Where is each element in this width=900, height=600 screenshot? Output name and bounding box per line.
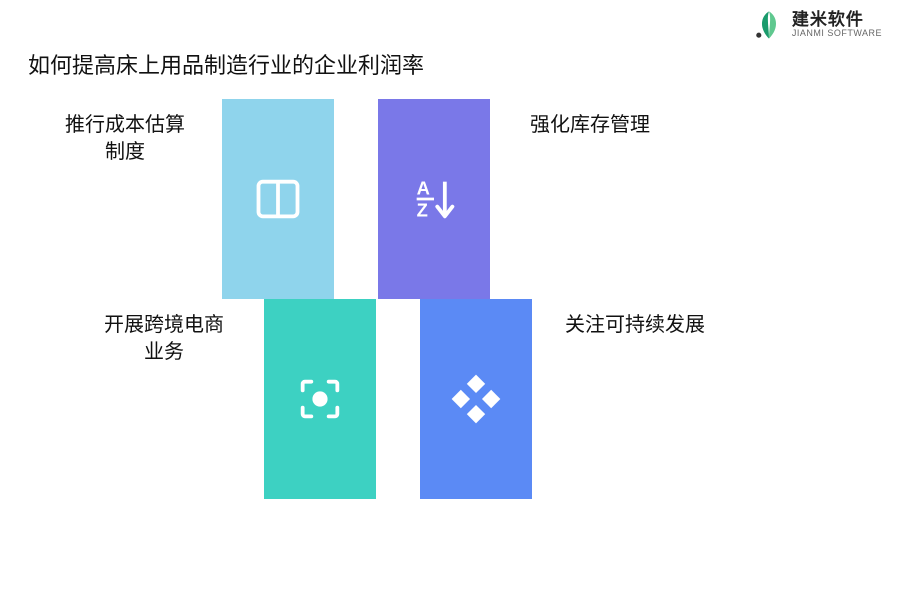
page-title: 如何提高床上用品制造行业的企业利润率 [28,48,424,80]
az-sort-icon: A Z [408,173,460,225]
brand-name-cn: 建米软件 [792,11,882,30]
columns-icon [252,173,304,225]
card-ecommerce-label: 开展跨境电商 业务 [74,312,254,366]
card-cost-estimate [222,99,334,299]
card-sustainability [420,299,532,499]
brand-logo-text: 建米软件 JIANMI SOFTWARE [792,11,882,40]
brand-logo-mark [752,8,786,42]
card-inventory: A Z [378,99,490,299]
svg-text:Z: Z [417,199,428,220]
card-inventory-label: 强化库存管理 [500,112,680,139]
brand-logo: 建米软件 JIANMI SOFTWARE [752,8,882,42]
card-ecommerce [264,299,376,499]
card-sustainability-label: 关注可持续发展 [540,312,730,339]
svg-text:A: A [417,178,430,199]
diamonds-icon [450,373,502,425]
brand-name-en: JIANMI SOFTWARE [792,29,882,39]
card-cost-estimate-label: 推行成本估算 制度 [40,112,210,166]
focus-dot-icon [294,373,346,425]
